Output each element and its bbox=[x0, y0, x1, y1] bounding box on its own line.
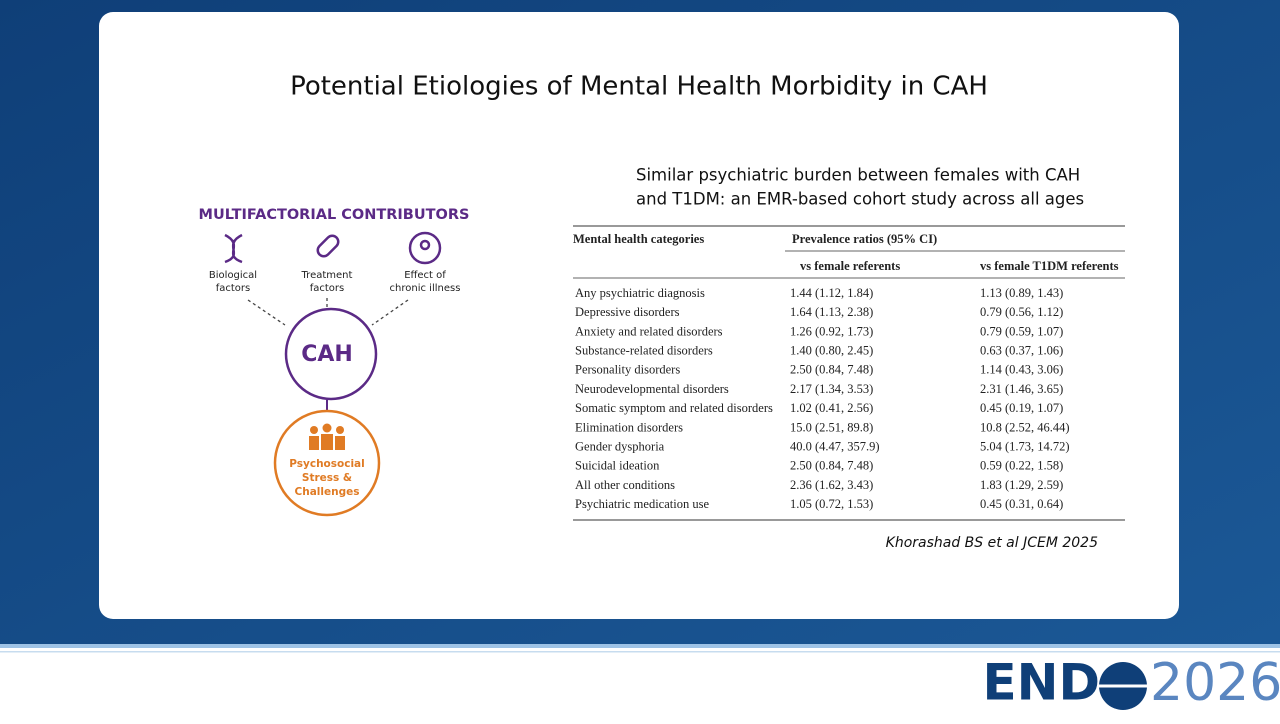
factor-label: factors bbox=[310, 283, 345, 294]
cah-label: CAH bbox=[301, 342, 353, 367]
outcome-label: Stress & bbox=[302, 472, 352, 484]
table-cell: 1.40 (0.80, 2.45) bbox=[790, 343, 873, 357]
table-cell: 10.8 (2.52, 46.44) bbox=[980, 420, 1070, 434]
cah-circle bbox=[284, 307, 378, 401]
table-cell: Psychiatric medication use bbox=[575, 497, 709, 511]
outcome-circle bbox=[273, 409, 381, 517]
factor-label: factors bbox=[216, 283, 251, 294]
table-cell: 1.14 (0.43, 3.06) bbox=[980, 363, 1063, 377]
factor-label: Treatment bbox=[301, 270, 353, 281]
factor-label: Effect of bbox=[404, 270, 446, 281]
table-cell: 1.05 (0.72, 1.53) bbox=[790, 497, 873, 511]
title: Potential Etiologies of Mental Health Mo… bbox=[290, 72, 988, 102]
outcome-label: Psychosocial bbox=[289, 458, 365, 470]
table-subheader: vs female referents bbox=[800, 259, 900, 273]
outcome-label: Challenges bbox=[295, 486, 360, 498]
table-cell: Depressive disorders bbox=[575, 305, 680, 319]
logo-end: END bbox=[982, 654, 1100, 712]
factor-label: Biological bbox=[209, 270, 257, 281]
subtitle: and T1DM: an EMR-based cohort study acro… bbox=[636, 190, 1084, 209]
diagram-heading: MULTIFACTORIAL CONTRIBUTORS bbox=[199, 207, 470, 223]
table-cell: 1.13 (0.89, 1.43) bbox=[980, 286, 1063, 300]
table-cell: All other conditions bbox=[575, 478, 675, 492]
table-cell: 1.26 (0.92, 1.73) bbox=[790, 324, 873, 338]
table-cell: 2.50 (0.84, 7.48) bbox=[790, 363, 873, 377]
table-cell: 1.83 (1.29, 2.59) bbox=[980, 478, 1063, 492]
table-cell: 0.45 (0.19, 1.07) bbox=[980, 401, 1063, 415]
table-cell: 0.79 (0.59, 1.07) bbox=[980, 324, 1063, 338]
factor-label: chronic illness bbox=[390, 283, 461, 294]
table-subheader: vs female T1DM referents bbox=[980, 259, 1119, 273]
table-cell: 0.45 (0.31, 0.64) bbox=[980, 497, 1063, 511]
table-cell: 0.79 (0.56, 1.12) bbox=[980, 305, 1063, 319]
table-cell: Neurodevelopmental disorders bbox=[575, 382, 729, 396]
table-cell: Gender dysphoria bbox=[575, 439, 665, 453]
citation: Khorashad BS et al JCEM 2025 bbox=[886, 535, 1098, 551]
table-cell: Somatic symptom and related disorders bbox=[575, 401, 773, 415]
logo-year: 2026 bbox=[1150, 653, 1280, 713]
table-cell: 2.36 (1.62, 3.43) bbox=[790, 478, 873, 492]
footer-line bbox=[0, 644, 1280, 648]
footer-line bbox=[0, 651, 1280, 653]
table-cell: 2.50 (0.84, 7.48) bbox=[790, 459, 873, 473]
table-cell: 15.0 (2.51, 89.8) bbox=[790, 420, 873, 434]
people-icon bbox=[309, 423, 345, 450]
table-cell: 1.64 (1.13, 2.38) bbox=[790, 305, 873, 319]
table-header: Prevalence ratios (95% CI) bbox=[792, 232, 937, 246]
table-cell: Any psychiatric diagnosis bbox=[575, 286, 705, 300]
table-cell: 0.59 (0.22, 1.58) bbox=[980, 459, 1063, 473]
table-header: Mental health categories bbox=[573, 232, 704, 246]
footer-band bbox=[0, 645, 1280, 720]
table-cell: Elimination disorders bbox=[575, 420, 683, 434]
subtitle: Similar psychiatric burden between femal… bbox=[636, 166, 1080, 185]
table-cell: 2.17 (1.34, 3.53) bbox=[790, 382, 873, 396]
table-cell: Personality disorders bbox=[575, 363, 680, 377]
table-cell: Substance-related disorders bbox=[575, 343, 713, 357]
table-cell: 0.63 (0.37, 1.06) bbox=[980, 343, 1063, 357]
table-cell: 5.04 (1.73, 14.72) bbox=[980, 439, 1070, 453]
table-cell: 2.31 (1.46, 3.65) bbox=[980, 382, 1063, 396]
table-cell: 40.0 (4.47, 357.9) bbox=[790, 439, 880, 453]
table-cell: Anxiety and related disorders bbox=[575, 324, 723, 338]
icons bbox=[224, 231, 442, 265]
table-cell: 1.44 (1.12, 1.84) bbox=[790, 286, 873, 300]
table-cell: Suicidal ideation bbox=[575, 459, 660, 473]
table-cell: 1.02 (0.41, 2.56) bbox=[790, 401, 873, 415]
